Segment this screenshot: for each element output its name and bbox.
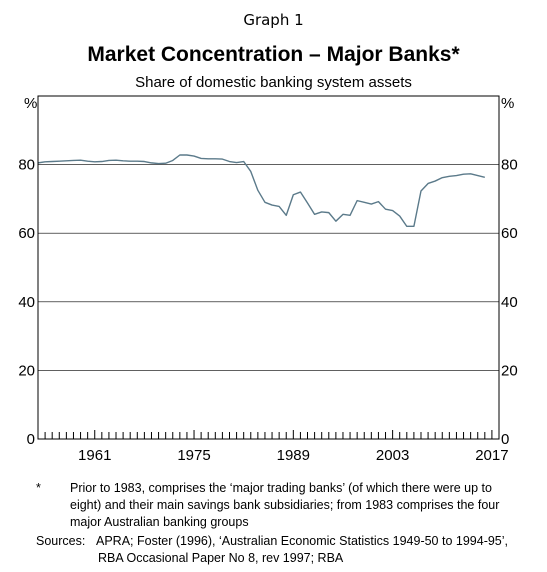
sources-text: APRA; Foster (1996), ‘Australian Economi… bbox=[96, 534, 509, 565]
x-tick-label-1989: 1989 bbox=[277, 447, 310, 464]
x-tick-label-1961: 1961 bbox=[78, 447, 111, 464]
footnote-text: Prior to 1983, comprises the ‘major trad… bbox=[70, 481, 500, 529]
series-lines bbox=[37, 154, 485, 228]
y-tick-label-left-60: 60 bbox=[18, 225, 35, 242]
chart-title: Market Concentration – Major Banks* bbox=[87, 43, 460, 66]
chart-subtitle: Share of domestic banking system assets bbox=[135, 74, 412, 91]
gridlines bbox=[38, 164, 499, 371]
y-tick-label-right-0: 0 bbox=[501, 431, 509, 448]
x-tick-label-2003: 2003 bbox=[376, 447, 409, 464]
y-tick-label-left-20: 20 bbox=[18, 362, 35, 379]
y-tick-label-left-0: 0 bbox=[27, 431, 35, 448]
y-tick-label-right-80: 80 bbox=[501, 157, 518, 174]
y-tick-label-left-80: 80 bbox=[18, 157, 35, 174]
x-tick-label-2017: 2017 bbox=[475, 447, 508, 464]
sources-label: Sources: bbox=[36, 534, 86, 548]
x-tick-label-1975: 1975 bbox=[177, 447, 210, 464]
y-tick-label-left-40: 40 bbox=[18, 294, 35, 311]
footnote-marker: * bbox=[36, 481, 41, 495]
y-axis-unit-right: % bbox=[501, 95, 514, 112]
plot-frame bbox=[37, 95, 500, 440]
y-tick-label-right-20: 20 bbox=[501, 362, 518, 379]
y-tick-label-right-40: 40 bbox=[501, 294, 518, 311]
graph-label: Graph 1 bbox=[243, 11, 304, 29]
axis-labels: 0 0 20 20 40 40 60 60 80 80% % 1961 1975 1989 2003 2017 bbox=[18, 95, 517, 464]
series-line-0 bbox=[37, 154, 485, 228]
y-tick-label-right-60: 60 bbox=[501, 225, 518, 242]
y-axis-unit-left: % bbox=[24, 95, 37, 112]
x-axis-ticks bbox=[44, 430, 493, 439]
